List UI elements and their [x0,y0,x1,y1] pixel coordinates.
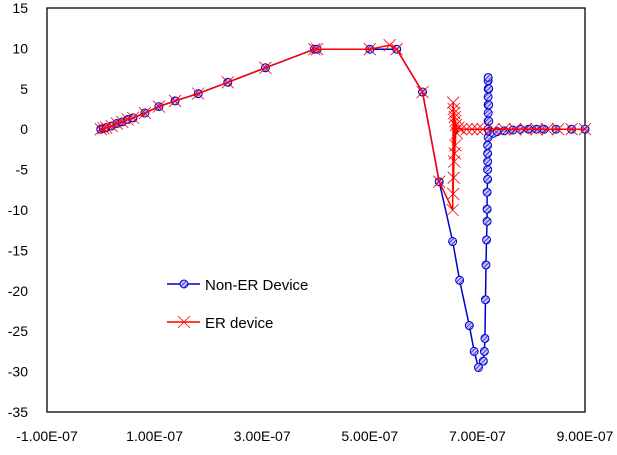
data-point-x [448,110,462,124]
data-point-x [578,122,592,136]
y-tick-label: 10 [12,40,28,56]
data-point-circle [483,72,493,82]
data-point-x [530,122,543,136]
data-point-x [452,121,465,134]
data-point-x [363,42,377,56]
y-tick-label: -5 [16,162,29,178]
legend: Non-ER Device ER device [167,277,308,332]
data-point-x [449,114,462,128]
plot-area [46,7,586,413]
x-tick-label: 5.00E-07 [341,428,398,444]
x-axis-ticks: -1.00E-07 1.00E-07 3.00E-07 5.00E-07 7.00E-0… [16,428,613,444]
data-point-circle [455,275,465,285]
data-point-x [97,122,110,135]
data-point-x [476,122,490,136]
data-point-circle [482,216,492,226]
legend-item-non-er: Non-ER Device [167,277,308,294]
data-point-x [449,139,462,152]
data-point-x [454,122,468,136]
data-point-circle [482,235,492,245]
x-tick-label: 9.00E-07 [557,428,614,444]
data-point-circle [483,108,493,118]
y-axis-ticks: 15 10 5 0 -5 -10 -15 -20 -25 -30 -35 [8,0,28,420]
data-point-x [519,122,533,136]
data-point-circle [483,140,493,150]
y-tick-label: -15 [8,242,28,258]
data-point-circle [484,100,494,110]
data-point-x [191,87,205,100]
data-point-x [383,38,396,52]
y-tick-label: -30 [8,364,28,380]
series-er-device [94,38,592,217]
data-point-circle [480,333,490,343]
data-point-circle [482,204,492,214]
data-point-circle [448,237,458,247]
data-point-circle [484,84,494,94]
data-point-x [310,42,324,56]
data-point-circle [483,157,493,167]
data-point-circle [483,92,493,102]
data-point-circle [483,148,493,158]
data-point-circle [464,321,474,331]
y-tick-label: 5 [20,81,28,97]
data-point-x [551,122,565,136]
data-point-x [126,111,140,125]
legend-label: Non-ER Device [205,277,308,294]
data-point-circle [481,260,491,270]
data-point-circle [480,295,490,305]
data-point-x [447,171,461,184]
data-point-x [432,175,446,189]
data-point-x [110,117,124,130]
data-point-x [308,42,321,56]
y-tick-label: -25 [8,323,28,339]
data-point-circle [483,165,493,175]
data-point-x [446,187,460,201]
data-point-x [447,106,461,120]
legend-marker-circle [179,279,189,289]
y-tick-label: -10 [8,202,28,218]
y-tick-label: -20 [8,283,28,299]
data-point-x [447,102,461,116]
data-point-x [465,122,479,136]
data-point-x [471,122,484,136]
legend-marker-x [177,315,191,329]
data-point-x [221,76,235,89]
data-point-x [168,94,182,108]
data-point-circle [473,363,483,373]
data-point-x [541,122,554,136]
data-point-x [416,85,429,99]
data-point-x [460,122,473,136]
data-point-circle [469,346,479,356]
data-point-x [259,61,272,75]
data-point-circle [479,346,489,356]
x-tick-label: 3.00E-07 [234,428,291,444]
series-layer [94,38,592,373]
data-point-x [446,96,460,109]
data-point-x [508,122,522,136]
data-point-x [152,100,166,113]
legend-item-er: ER device [167,315,273,332]
legend-label: ER device [205,315,273,332]
data-point-circle [483,174,493,184]
data-point-x [446,203,459,217]
y-tick-label: -35 [8,404,28,420]
data-point-x [121,113,134,126]
data-point-x [565,122,578,136]
x-tick-label: 7.00E-07 [449,428,506,444]
data-point-circle [482,187,492,197]
data-point-x [498,122,511,136]
data-point-circle [499,126,509,136]
data-point-x [94,122,108,136]
data-point-x [390,42,403,56]
data-point-circle [478,356,488,366]
x-tick-label: -1.00E-07 [16,428,78,444]
y-tick-label: 0 [20,121,28,137]
y-tick-label: 15 [12,0,28,16]
x-tick-label: 1.00E-07 [126,428,183,444]
data-point-x [487,122,500,136]
data-point-circle [484,116,494,126]
data-point-x [138,106,152,120]
data-point-x [99,121,113,134]
